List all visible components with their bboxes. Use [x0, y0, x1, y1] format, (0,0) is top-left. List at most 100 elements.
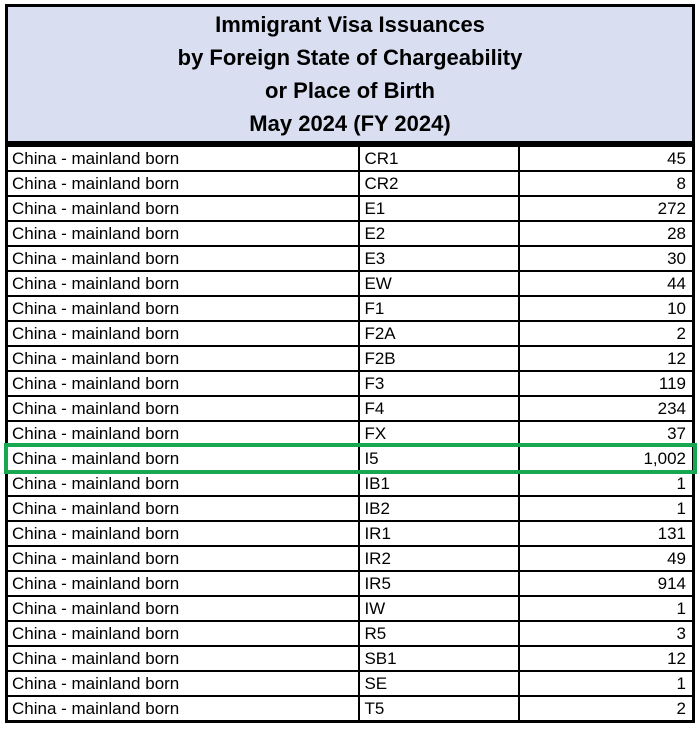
issuances-cell: 119 — [517, 370, 695, 397]
issuances-cell: 2 — [517, 320, 695, 347]
issuances-cell: 45 — [517, 144, 695, 172]
table-body: China - mainland born CR1 45 China - mai… — [3, 144, 697, 723]
visa-class-cell: IR5 — [358, 570, 520, 597]
visa-class-cell: SB1 — [358, 645, 520, 672]
visa-class-cell: F4 — [358, 395, 520, 422]
issuances-cell: 131 — [517, 520, 695, 547]
issuances-cell: 1,002 — [517, 445, 695, 472]
table-row: China - mainland born SE 1 — [5, 670, 695, 697]
issuances-cell: 12 — [517, 645, 695, 672]
place-of-birth-cell: China - mainland born — [5, 170, 361, 197]
issuances-cell: 1 — [517, 595, 695, 622]
place-of-birth-cell: China - mainland born — [5, 220, 361, 247]
issuances-cell: 1 — [517, 670, 695, 697]
visa-class-cell: F3 — [358, 370, 520, 397]
visa-class-cell: F2A — [358, 320, 520, 347]
place-of-birth-cell: China - mainland born — [5, 345, 361, 372]
place-of-birth-cell: China - mainland born — [5, 620, 361, 647]
visa-class-cell: CR2 — [358, 170, 520, 197]
place-of-birth-cell: China - mainland born — [5, 420, 361, 447]
place-of-birth-cell: China - mainland born — [5, 695, 361, 723]
table-row: China - mainland born IB1 1 — [5, 470, 695, 497]
issuances-cell: 10 — [517, 295, 695, 322]
visa-class-cell: EW — [358, 270, 520, 297]
issuances-cell: 44 — [517, 270, 695, 297]
place-of-birth-cell: China - mainland born — [5, 470, 361, 497]
place-of-birth-cell: China - mainland born — [5, 144, 361, 172]
table-row: China - mainland born IR5 914 — [5, 570, 695, 597]
place-of-birth-cell: China - mainland born — [5, 520, 361, 547]
issuances-cell: 914 — [517, 570, 695, 597]
visa-class-cell: IW — [358, 595, 520, 622]
title-line-1: Immigrant Visa Issuances — [215, 12, 485, 37]
table-row: China - mainland born IW 1 — [5, 595, 695, 622]
place-of-birth-cell: China - mainland born — [5, 295, 361, 322]
visa-class-cell: T5 — [358, 695, 520, 723]
table-row: China - mainland born T5 2 — [5, 695, 695, 723]
issuances-cell: 234 — [517, 395, 695, 422]
issuances-cell: 8 — [517, 170, 695, 197]
issuances-cell: 2 — [517, 695, 695, 723]
place-of-birth-cell: China - mainland born — [5, 570, 361, 597]
title-line-2: by Foreign State of Chargeability — [177, 45, 523, 70]
issuances-cell: 3 — [517, 620, 695, 647]
place-of-birth-cell: China - mainland born — [5, 370, 361, 397]
place-of-birth-cell: China - mainland born — [5, 645, 361, 672]
place-of-birth-cell: China - mainland born — [5, 270, 361, 297]
issuances-cell: 37 — [517, 420, 695, 447]
visa-class-cell: E1 — [358, 195, 520, 222]
table-title: Immigrant Visa Issuances by Foreign Stat… — [5, 4, 695, 144]
visa-class-cell: E3 — [358, 245, 520, 272]
title-line-3: or Place of Birth — [265, 78, 435, 103]
place-of-birth-cell: China - mainland born — [5, 445, 361, 472]
place-of-birth-cell: China - mainland born — [5, 245, 361, 272]
table-row: China - mainland born F3 119 — [5, 370, 695, 397]
title-line-4: May 2024 (FY 2024) — [249, 111, 451, 136]
visa-class-cell: IR2 — [358, 545, 520, 572]
table-row: China - mainland born CR1 45 — [5, 144, 695, 172]
table-row: China - mainland born E2 28 — [5, 220, 695, 247]
visa-class-cell: F2B — [358, 345, 520, 372]
issuances-cell: 1 — [517, 495, 695, 522]
place-of-birth-cell: China - mainland born — [5, 595, 361, 622]
visa-class-cell: E2 — [358, 220, 520, 247]
visa-class-cell: IB1 — [358, 470, 520, 497]
table-row: China - mainland born F1 10 — [5, 295, 695, 322]
place-of-birth-cell: China - mainland born — [5, 320, 361, 347]
visa-class-cell: R5 — [358, 620, 520, 647]
visa-issuances-table: China - mainland born CR1 45 China - mai… — [3, 144, 697, 723]
place-of-birth-cell: China - mainland born — [5, 545, 361, 572]
visa-class-cell: CR1 — [358, 144, 520, 172]
visa-class-cell: I5 — [358, 445, 520, 472]
issuances-cell: 49 — [517, 545, 695, 572]
table-row: China - mainland born IR1 131 — [5, 520, 695, 547]
table-row: China - mainland born FX 37 — [5, 420, 695, 447]
visa-class-cell: IB2 — [358, 495, 520, 522]
table-row: China - mainland born E3 30 — [5, 245, 695, 272]
table-row: China - mainland born E1 272 — [5, 195, 695, 222]
issuances-cell: 28 — [517, 220, 695, 247]
place-of-birth-cell: China - mainland born — [5, 195, 361, 222]
visa-class-cell: F1 — [358, 295, 520, 322]
table-row: China - mainland born IB2 1 — [5, 495, 695, 522]
table-row: China - mainland born EW 44 — [5, 270, 695, 297]
issuances-cell: 12 — [517, 345, 695, 372]
issuances-cell: 1 — [517, 470, 695, 497]
table-row: China - mainland born F4 234 — [5, 395, 695, 422]
table-row: China - mainland born SB1 12 — [5, 645, 695, 672]
place-of-birth-cell: China - mainland born — [5, 395, 361, 422]
table-row: China - mainland born F2B 12 — [5, 345, 695, 372]
table-row: China - mainland born IR2 49 — [5, 545, 695, 572]
visa-class-cell: SE — [358, 670, 520, 697]
visa-class-cell: IR1 — [358, 520, 520, 547]
issuances-cell: 272 — [517, 195, 695, 222]
table-row: China - mainland born CR2 8 — [5, 170, 695, 197]
place-of-birth-cell: China - mainland born — [5, 670, 361, 697]
issuances-cell: 30 — [517, 245, 695, 272]
table-row: China - mainland born R5 3 — [5, 620, 695, 647]
table-row-highlighted: China - mainland born I5 1,002 — [3, 443, 697, 474]
table-row: China - mainland born F2A 2 — [5, 320, 695, 347]
place-of-birth-cell: China - mainland born — [5, 495, 361, 522]
visa-class-cell: FX — [358, 420, 520, 447]
